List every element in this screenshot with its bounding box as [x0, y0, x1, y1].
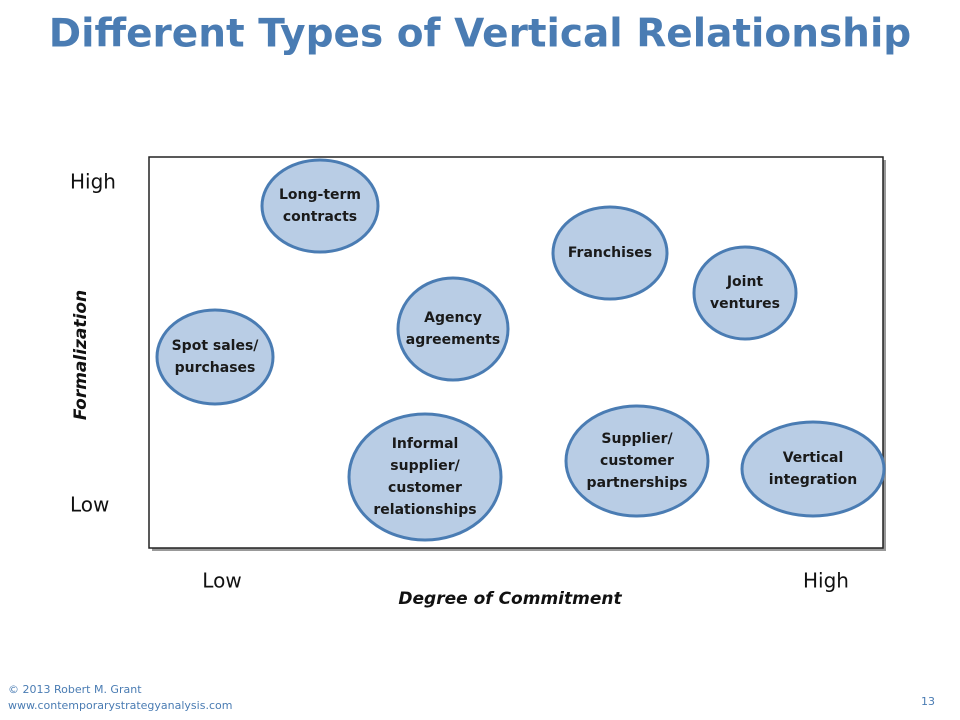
- node-label: purchases: [175, 360, 256, 376]
- node-label: customer: [388, 480, 462, 496]
- node-label: agreements: [406, 332, 500, 348]
- node-label: Spot sales/: [172, 338, 260, 354]
- y-high: High: [70, 170, 116, 194]
- node-ellipse: [740, 420, 886, 518]
- url: www.contemporarystrategyanalysis.com: [8, 699, 232, 712]
- x-high: High: [803, 569, 849, 593]
- node-label: ventures: [710, 296, 780, 312]
- y-low: Low: [70, 493, 109, 517]
- node-label: customer: [600, 453, 674, 469]
- page-number: 13: [921, 695, 935, 708]
- y-axis-label: Formalization: [71, 290, 91, 420]
- x-axis-label: Degree of Commitment: [398, 589, 622, 609]
- node-label: supplier/: [390, 458, 460, 474]
- node-label: integration: [769, 472, 857, 488]
- node-label: Joint: [726, 274, 764, 290]
- node-ellipse: [260, 158, 380, 254]
- node-ellipse: [692, 245, 798, 341]
- node-ellipse: [155, 308, 275, 406]
- node-label: Franchises: [568, 245, 652, 261]
- node-label: relationships: [373, 502, 476, 518]
- node-ellipse: [551, 205, 669, 301]
- node-label: Supplier/: [601, 431, 673, 447]
- node-label: partnerships: [587, 475, 688, 491]
- x-low: Low: [202, 569, 241, 593]
- title: Different Types of Vertical Relationship: [49, 12, 911, 57]
- node-label: Informal: [392, 436, 459, 452]
- node-label: Vertical: [783, 450, 844, 466]
- node-label: contracts: [283, 209, 357, 225]
- copyright: © 2013 Robert M. Grant: [8, 683, 142, 696]
- node-label: Agency: [424, 310, 482, 326]
- node-ellipse: [347, 412, 503, 542]
- node-label: Long-term: [279, 187, 361, 203]
- node-ellipse: [396, 276, 510, 382]
- node-ellipse: [564, 404, 710, 518]
